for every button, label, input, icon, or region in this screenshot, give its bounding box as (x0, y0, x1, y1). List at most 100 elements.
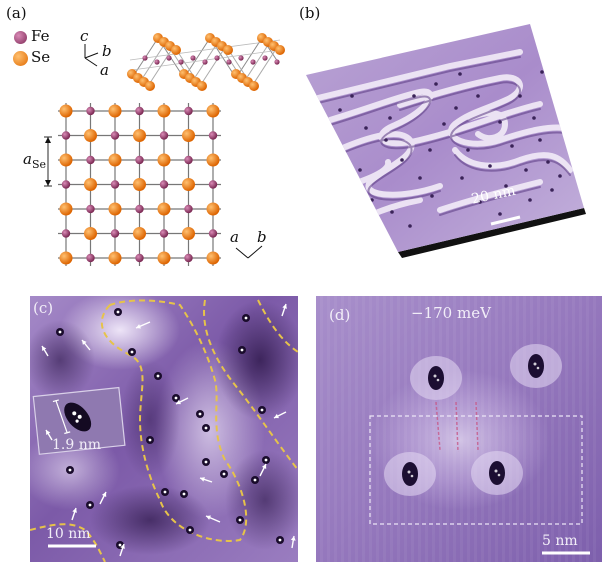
se-atom (84, 178, 97, 191)
se-atom (59, 104, 73, 118)
se-atom (157, 153, 171, 167)
panel-b-label: (b) (299, 4, 321, 22)
vortex-center (407, 470, 411, 474)
fe-atom-legend-icon (14, 31, 27, 44)
impurity-dot (540, 70, 544, 74)
stripe-modulation (439, 296, 442, 562)
stripe-modulation (495, 296, 498, 562)
stripe-modulation (432, 296, 435, 562)
fe-atom (184, 253, 193, 263)
panel-c-scalebar-label: 10 nm (46, 526, 91, 542)
panel-c-label: (c) (33, 299, 54, 317)
vortex-center (188, 528, 192, 532)
se-atom (206, 104, 220, 118)
stripe-modulation (523, 296, 526, 562)
impurity-dot (478, 200, 482, 204)
vortex-center (204, 460, 208, 464)
impurity-dot (498, 120, 502, 124)
stripe-modulation (481, 296, 484, 562)
vortex-core (402, 462, 418, 486)
arrow-head (42, 346, 47, 351)
se-atom (275, 45, 285, 55)
se-atom (108, 251, 122, 265)
se-atom (171, 45, 181, 55)
fe-atom (110, 180, 120, 189)
fe-atom (184, 204, 193, 214)
fe-atom (208, 229, 218, 238)
vortex-center (260, 408, 264, 412)
fe-atom (184, 106, 193, 116)
arrow-head (261, 464, 267, 469)
stripe-modulation (488, 296, 491, 562)
stripe-modulation (537, 296, 540, 562)
stripe-modulation (390, 296, 393, 562)
fe-atom (142, 55, 148, 61)
axis-c-label: c (80, 27, 89, 45)
se-atom (157, 104, 171, 118)
stripe-modulation (544, 296, 547, 562)
legend-fe-label: Fe (31, 27, 50, 45)
arrow-head (176, 399, 181, 405)
impurity-dot (532, 116, 536, 120)
impurity-dot (384, 138, 388, 142)
arrow-head (274, 413, 279, 419)
impurity-dot (538, 138, 542, 142)
se-atom (206, 251, 220, 265)
stripe-modulation (453, 296, 456, 562)
arrow-head (72, 508, 77, 513)
vortex-center (536, 366, 540, 370)
fe-atom (238, 55, 244, 61)
impurity-dot (430, 194, 434, 198)
vortex-center (222, 472, 226, 476)
impurity-dot (408, 224, 412, 228)
fe-atom (178, 59, 184, 65)
vortex-center (118, 543, 122, 547)
stripe-modulation (425, 296, 428, 562)
stripe-modulation (397, 296, 400, 562)
fe-atom (135, 253, 144, 263)
impurity-dot (364, 126, 368, 130)
impurity-dot (510, 144, 514, 148)
fe-atom (274, 59, 280, 65)
vortex-center (533, 362, 537, 366)
vortex-center (156, 374, 160, 378)
arrow-head (101, 492, 107, 497)
stripe-modulation (558, 296, 561, 562)
impurity-dot (338, 108, 342, 112)
impurity-dot (498, 212, 502, 216)
stripe-modulation (446, 296, 449, 562)
fe-atom (159, 131, 169, 140)
stripe-modulation (474, 296, 477, 562)
vortex-center (433, 374, 437, 378)
impurity-dot (358, 168, 362, 172)
impurity-dot (546, 160, 550, 164)
vortex-center (238, 518, 242, 522)
impurity-dot (400, 158, 404, 162)
vortex-center (436, 378, 440, 382)
stripe-modulation (355, 296, 358, 562)
se-atom (133, 178, 146, 191)
se-atom (223, 45, 233, 55)
stripe-modulation (411, 296, 414, 562)
axis-a-label: a (100, 61, 109, 79)
impurity-dot (418, 176, 422, 180)
se-atom (108, 104, 122, 118)
vortex-center (174, 396, 178, 400)
vortex-center (264, 458, 268, 462)
fe-atom (166, 55, 172, 61)
fe-atom (159, 229, 169, 238)
arrow-head (282, 304, 287, 309)
impurity-dot (476, 94, 480, 98)
stripe-modulation (320, 296, 323, 562)
impurity-dot (504, 184, 508, 188)
impurity-dot (412, 94, 416, 98)
vortex-center (198, 412, 202, 416)
vortex-center (68, 468, 72, 472)
impurity-dot (466, 148, 470, 152)
stripe-modulation (509, 296, 512, 562)
stripe-modulation (327, 296, 330, 562)
